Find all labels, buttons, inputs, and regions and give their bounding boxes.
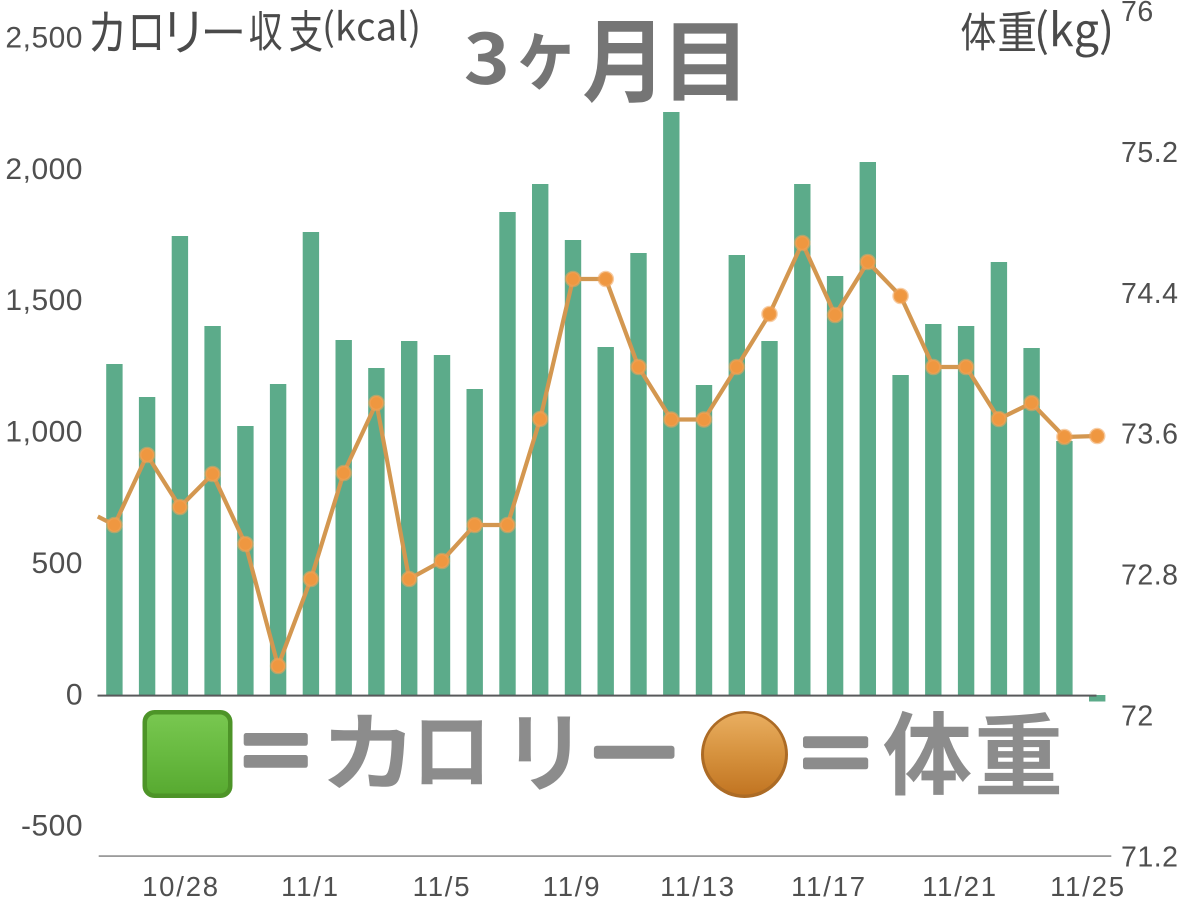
svg-text:1,500: 1,500 (5, 284, 83, 317)
svg-text:72.8: 72.8 (1121, 560, 1178, 592)
svg-text:11/1: 11/1 (281, 871, 340, 900)
svg-text:11/5: 11/5 (413, 871, 472, 900)
svg-text:11/9: 11/9 (543, 871, 602, 900)
svg-text:74.4: 74.4 (1121, 278, 1178, 310)
svg-text:2,000: 2,000 (5, 153, 83, 186)
svg-text:500: 500 (31, 547, 83, 580)
svg-text:-500: -500 (21, 809, 83, 842)
svg-text:11/21: 11/21 (922, 871, 998, 900)
svg-text:0: 0 (66, 679, 83, 712)
svg-text:75.2: 75.2 (1121, 137, 1178, 169)
svg-text:11/13: 11/13 (660, 871, 736, 900)
svg-text:11/25: 11/25 (1050, 871, 1126, 900)
svg-text:1,000: 1,000 (5, 416, 83, 449)
svg-text:10/28: 10/28 (142, 871, 220, 900)
svg-text:72: 72 (1121, 701, 1154, 733)
svg-text:73.6: 73.6 (1121, 419, 1178, 451)
svg-text:11/17: 11/17 (791, 871, 867, 900)
svg-text:2,500: 2,500 (5, 21, 83, 54)
svg-text:76: 76 (1121, 0, 1154, 28)
svg-text:71.2: 71.2 (1121, 841, 1178, 873)
